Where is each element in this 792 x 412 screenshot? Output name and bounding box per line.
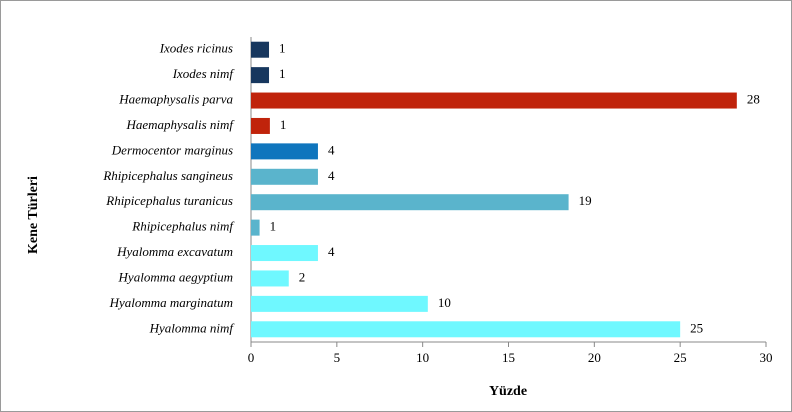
bar — [251, 321, 681, 338]
y-tick-label: Ixodes nimf — [172, 66, 236, 81]
value-label: 25 — [690, 320, 703, 335]
x-tick-label: 5 — [334, 350, 341, 365]
y-tick-label: Hyalomma nimf — [149, 320, 236, 335]
value-label: 4 — [328, 142, 335, 157]
bar — [251, 295, 428, 312]
y-tick-label: Dermocentor marginus — [111, 142, 233, 157]
x-tick-label: 25 — [674, 350, 687, 365]
y-tick-label: Rhipicephalus turanicus — [105, 193, 233, 208]
bar — [251, 270, 289, 287]
y-tick-label: Hyalomma excavatum — [116, 244, 233, 259]
y-tick-label: Ixodes ricinus — [159, 41, 233, 56]
y-tick-label: Hyalomma aegyptium — [118, 269, 233, 284]
y-tick-label: Hyalomma marginatum — [109, 295, 233, 310]
bar — [251, 168, 318, 185]
bar — [251, 194, 569, 211]
x-tick-label: 15 — [502, 350, 515, 365]
bar — [251, 245, 318, 262]
x-tick-label: 0 — [248, 350, 255, 365]
x-tick-label: 20 — [588, 350, 601, 365]
value-label: 4 — [328, 244, 335, 259]
y-axis-title: Kene Türleri — [26, 176, 41, 254]
bar — [251, 67, 270, 84]
bar — [251, 219, 260, 236]
value-label: 1 — [279, 66, 286, 81]
value-label: 1 — [270, 219, 277, 234]
y-tick-label: Rhipicephalus sangineus — [102, 168, 233, 183]
value-label: 1 — [280, 117, 287, 132]
y-tick-label: Haemaphysalis parva — [118, 92, 233, 107]
y-tick-label: Rhipicephalus nimf — [131, 219, 235, 234]
value-label: 28 — [747, 92, 760, 107]
x-tick-label: 10 — [416, 350, 429, 365]
x-axis-title: Yüzde — [489, 384, 527, 399]
bar — [251, 143, 318, 160]
value-label: 10 — [438, 295, 451, 310]
value-label: 2 — [299, 269, 306, 284]
x-tick-label: 30 — [760, 350, 773, 365]
value-label: 19 — [579, 193, 592, 208]
bar — [251, 117, 270, 134]
value-label: 1 — [279, 41, 286, 56]
y-tick-label: Haemaphysalis nimf — [125, 117, 235, 132]
bar — [251, 92, 737, 109]
bar — [251, 41, 270, 58]
value-label: 4 — [328, 168, 335, 183]
